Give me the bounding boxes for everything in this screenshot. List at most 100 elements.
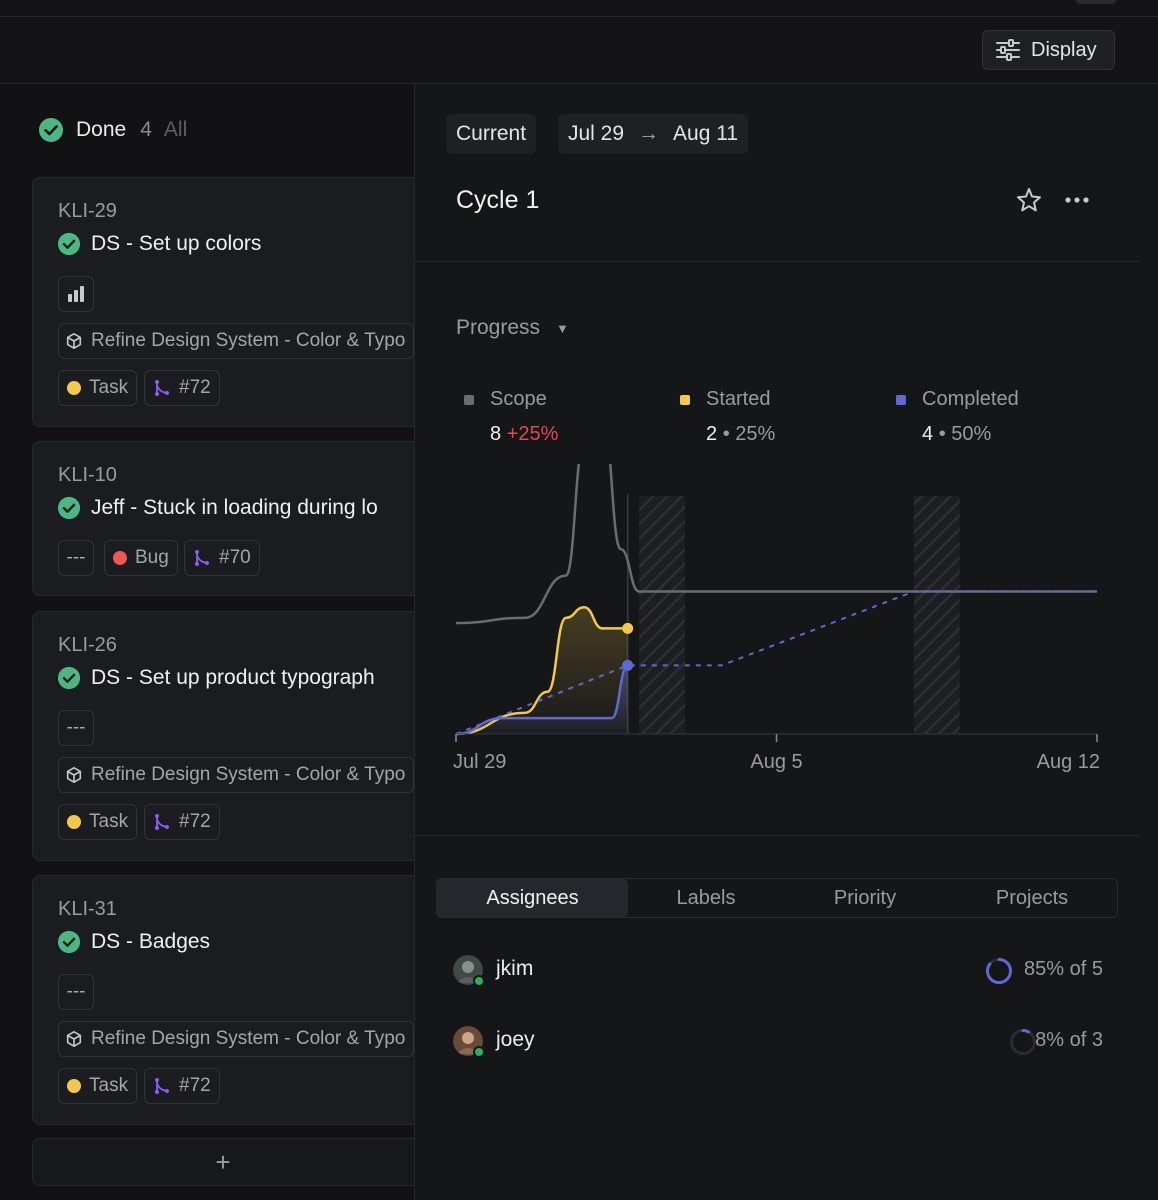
started-area bbox=[456, 607, 628, 734]
more-options-icon[interactable] bbox=[1063, 192, 1091, 208]
label-name: Task bbox=[89, 1075, 129, 1096]
issue-title-row: DS - Set up product typograph bbox=[57, 666, 375, 690]
issue-title-row: DS - Set up colors bbox=[57, 232, 261, 256]
progress-dropdown[interactable]: Progress ▼ bbox=[456, 316, 569, 340]
pull-request-number: #72 bbox=[179, 377, 211, 398]
started-separator: • bbox=[722, 423, 730, 445]
display-button-label: Display bbox=[1031, 38, 1097, 61]
display-button[interactable]: Display bbox=[982, 30, 1115, 70]
target-line bbox=[455, 590, 1097, 735]
label-chip[interactable]: Bug bbox=[104, 540, 178, 576]
scope-delta: +25% bbox=[506, 423, 559, 445]
started-swatch bbox=[680, 394, 690, 405]
scope-label: Scope bbox=[490, 388, 547, 410]
signal-bars-icon bbox=[68, 286, 84, 302]
progress-chart: Jul 29 Aug 5 Aug 12 bbox=[453, 464, 1100, 773]
scope-line bbox=[455, 464, 1097, 625]
scope-swatch bbox=[464, 394, 474, 405]
completed-percent: 50% bbox=[951, 423, 992, 445]
top-scroll-handle bbox=[1076, 0, 1116, 4]
progress-ring-icon bbox=[1010, 1029, 1036, 1055]
assignee-progress: 85% of 5 bbox=[1024, 958, 1103, 980]
completed-label: Completed bbox=[922, 388, 1019, 410]
issue-id: KLI-10 bbox=[58, 464, 117, 486]
cycle-title: Cycle 1 bbox=[456, 186, 540, 214]
tab-labels[interactable]: Labels bbox=[676, 886, 736, 909]
label-chip[interactable]: Task bbox=[58, 370, 138, 406]
git-merge-icon bbox=[155, 814, 169, 830]
git-merge-icon bbox=[155, 380, 169, 396]
plus-icon: + bbox=[215, 1146, 231, 1177]
star-icon[interactable] bbox=[1015, 186, 1043, 214]
started-percent: 25% bbox=[735, 423, 776, 445]
priority-chip[interactable] bbox=[58, 276, 94, 312]
no-priority-label: --- bbox=[66, 717, 86, 738]
done-status-icon bbox=[57, 232, 81, 256]
done-status-icon bbox=[57, 666, 81, 690]
issue-card[interactable]: KLI-10 Jeff - Stuck in loading during lo… bbox=[32, 441, 432, 596]
pull-request-number: #70 bbox=[219, 547, 251, 568]
pull-request-number: #72 bbox=[179, 1075, 211, 1096]
issue-title: DS - Set up colors bbox=[91, 232, 262, 255]
issue-id: KLI-29 bbox=[58, 200, 117, 222]
group-header-done[interactable]: Done 4 All bbox=[38, 116, 187, 144]
online-indicator bbox=[473, 1046, 485, 1058]
x-tick-label: Aug 12 bbox=[1037, 751, 1100, 773]
pull-request-number: #72 bbox=[179, 811, 211, 832]
completed-separator: • bbox=[938, 423, 946, 445]
started-endpoint bbox=[622, 622, 634, 634]
breakdown-tabs: Assignees Labels Priority Projects bbox=[436, 878, 1118, 918]
pull-request-chip[interactable]: #70 bbox=[184, 540, 260, 576]
no-priority-label: --- bbox=[66, 547, 86, 568]
pull-request-chip[interactable]: #72 bbox=[144, 1068, 220, 1104]
group-title: Done bbox=[76, 118, 127, 141]
pull-request-chip[interactable]: #72 bbox=[144, 370, 220, 406]
priority-chip[interactable]: --- bbox=[58, 540, 94, 576]
project-chip[interactable]: Refine Design System - Color & Typo bbox=[58, 1021, 415, 1057]
done-status-icon bbox=[39, 118, 63, 142]
group-filter-all[interactable]: All bbox=[163, 118, 188, 141]
issue-card[interactable]: KLI-31 DS - Badges --- Refine Design Sys… bbox=[32, 875, 432, 1125]
project-chip[interactable]: Refine Design System - Color & Typo bbox=[58, 757, 415, 793]
label-dot bbox=[67, 815, 81, 829]
cube-icon bbox=[66, 332, 82, 350]
priority-chip[interactable]: --- bbox=[58, 710, 94, 746]
x-tick-label: Jul 29 bbox=[453, 751, 506, 773]
completed-endpoint bbox=[622, 659, 634, 671]
issue-title: Jeff - Stuck in loading during lo bbox=[91, 496, 378, 519]
completed-swatch bbox=[896, 394, 906, 405]
project-chip[interactable]: Refine Design System - Color & Typo bbox=[58, 323, 415, 359]
caret-down-icon: ▼ bbox=[556, 320, 569, 336]
assignee-row[interactable]: joey 8% of 3 bbox=[453, 1026, 1103, 1060]
tab-priority[interactable]: Priority bbox=[833, 886, 897, 909]
add-issue-button[interactable]: + bbox=[32, 1138, 432, 1186]
tab-projects[interactable]: Projects bbox=[995, 886, 1069, 909]
priority-chip[interactable]: --- bbox=[58, 974, 94, 1010]
group-count: 4 bbox=[140, 118, 152, 141]
board-column: Done 4 All KLI-29 DS - Set up colors Ref… bbox=[0, 84, 432, 1200]
issue-id: KLI-31 bbox=[58, 898, 117, 920]
no-priority-label: --- bbox=[66, 981, 86, 1002]
tab-assignees[interactable]: Assignees bbox=[437, 879, 628, 917]
completed-area bbox=[456, 665, 628, 734]
label-dot bbox=[113, 551, 127, 565]
label-dot bbox=[67, 1079, 81, 1093]
cube-icon bbox=[66, 1030, 82, 1048]
label-chip[interactable]: Task bbox=[58, 804, 138, 840]
issue-card[interactable]: KLI-29 DS - Set up colors Refine Design … bbox=[32, 177, 432, 427]
done-status-icon bbox=[57, 930, 81, 954]
cycle-date-range[interactable]: Jul 29 → Aug 11 bbox=[558, 114, 749, 154]
chart-divider bbox=[415, 835, 1139, 836]
scope-value: 8 bbox=[490, 423, 502, 445]
issue-title: DS - Set up product typograph bbox=[91, 666, 375, 689]
issue-title-row: Jeff - Stuck in loading during lo bbox=[57, 496, 378, 520]
cycle-end-date: Aug 11 bbox=[673, 122, 739, 145]
label-chip[interactable]: Task bbox=[58, 1068, 138, 1104]
issue-card[interactable]: KLI-26 DS - Set up product typograph ---… bbox=[32, 611, 432, 861]
label-name: Bug bbox=[135, 547, 169, 568]
git-merge-icon bbox=[195, 550, 209, 566]
cycle-panel: Current Jul 29 → Aug 11 Cycle 1 Progress… bbox=[414, 84, 1158, 1200]
assignee-row[interactable]: jkim 85% of 5 bbox=[453, 955, 1103, 989]
current-cycle-badge: Current bbox=[446, 114, 537, 154]
pull-request-chip[interactable]: #72 bbox=[144, 804, 220, 840]
